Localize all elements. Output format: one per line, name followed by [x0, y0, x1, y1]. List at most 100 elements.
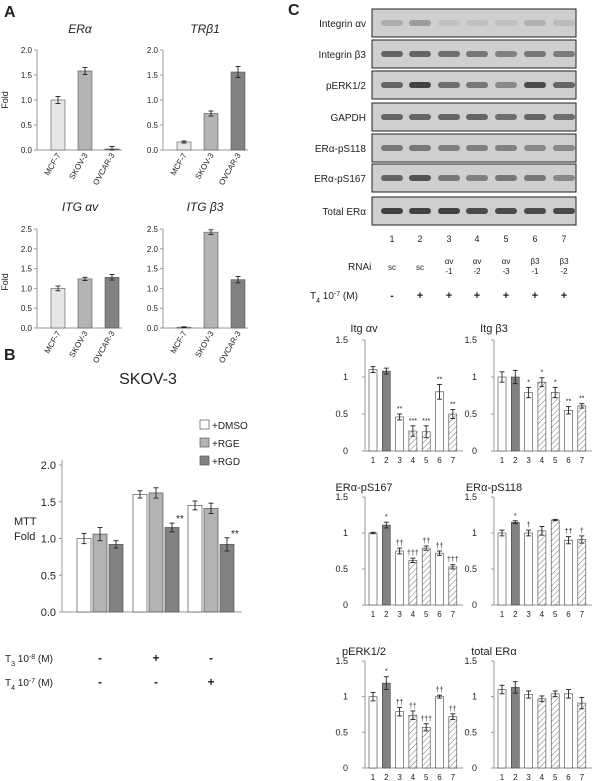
y-tick-label: 0.5	[147, 304, 159, 313]
bar	[510, 687, 520, 769]
y-tick-label: 0	[343, 446, 348, 456]
blot-band	[409, 175, 431, 181]
chart-a-4: ITG β3 0.0 0.5 1.0 1.5 2.0 2.5 MCF-7 SKOV-3 OVCAR…	[147, 200, 248, 365]
x-tick-label: 4	[411, 773, 416, 781]
treatment-label: T4 10-7 (M)	[5, 678, 53, 692]
blot-band	[381, 82, 403, 88]
y-tick-label: 1.5	[21, 71, 33, 80]
blot-band	[409, 20, 431, 26]
legend-label: +RGE	[212, 439, 240, 450]
x-tick-label: 2	[513, 773, 518, 781]
blot-row-label: Total ERα	[322, 207, 366, 218]
y-tick-label: 1.5	[335, 656, 348, 666]
x-tick-label: 7	[451, 456, 456, 465]
x-tick-label: OVCAR-3	[91, 329, 117, 365]
x-tick-label: 2	[384, 610, 389, 619]
y-tick-label: 0.5	[21, 121, 33, 130]
blot-band	[438, 51, 460, 57]
y-tick-label: 0	[472, 600, 477, 610]
x-tick-label: 3	[526, 610, 531, 619]
blot-band	[495, 51, 517, 57]
x-tick-label: 1	[371, 610, 376, 619]
bar	[421, 547, 431, 606]
x-tick-label: 7	[580, 456, 585, 465]
bar	[148, 492, 164, 613]
x-tick-label: SKOV-3	[193, 151, 216, 181]
bar	[564, 409, 573, 452]
lane-number: 6	[532, 234, 537, 244]
chart-title: SKOV-3	[119, 371, 177, 388]
x-tick-label: 2	[384, 456, 389, 465]
significance-label: †††	[420, 716, 432, 723]
significance-label: *	[541, 370, 544, 377]
legend-label: +DMSO	[212, 421, 248, 432]
bar	[537, 381, 547, 452]
blot-band	[381, 20, 403, 26]
x-tick-label: 3	[397, 610, 402, 619]
blot-band	[466, 82, 488, 88]
rnai-value: -3	[502, 267, 510, 276]
x-tick-label: SKOV-3	[67, 329, 90, 359]
blot-band	[553, 114, 575, 120]
rnai-label: RNAi	[348, 262, 371, 273]
significance-label: **	[450, 402, 456, 409]
bar	[164, 527, 180, 613]
x-tick-label: OVCAR-3	[217, 151, 243, 187]
y-tick-label: 0.0	[21, 146, 33, 155]
blot-band	[409, 82, 431, 88]
bar	[435, 391, 444, 452]
t4-mark: +	[474, 290, 480, 302]
bar	[448, 716, 458, 769]
y-tick-label: 0.5	[21, 304, 33, 313]
rnai-value: αv	[502, 257, 511, 266]
bar	[524, 694, 533, 769]
x-tick-label: OVCAR-3	[217, 329, 243, 365]
blot-band	[524, 114, 546, 120]
bar	[395, 416, 404, 452]
y-tick-label: 2.5	[147, 225, 159, 234]
chart-title: pERK1/2	[342, 646, 386, 658]
chart-title: Itg αv	[350, 323, 378, 335]
rnai-value: sc	[416, 263, 424, 272]
x-tick-label: 4	[540, 773, 545, 781]
blot-band	[495, 208, 517, 214]
y-tick-label: 1.5	[41, 497, 56, 509]
x-tick-label: 5	[424, 610, 429, 619]
y-tick-label: 0.0	[21, 324, 33, 333]
y-tick-label: 0.5	[464, 409, 477, 419]
bar	[448, 413, 458, 452]
blot-band	[438, 114, 460, 120]
bar	[537, 698, 547, 769]
y-tick-label: 0.0	[147, 146, 159, 155]
blot-band	[524, 51, 546, 57]
x-tick-label: 7	[451, 773, 456, 781]
significance-label: **	[176, 514, 184, 525]
y-tick-label: 0.5	[464, 727, 477, 737]
x-tick-label: 4	[540, 456, 545, 465]
legend-label: +RGD	[212, 457, 240, 468]
significance-label: **	[579, 396, 585, 403]
blot-band	[438, 82, 460, 88]
chart-a-2: TRβ1 0.0 0.5 1.0 1.5 2.0 MCF-7 SKOV-3 OVCAR-3	[147, 22, 248, 187]
significance-label: †††	[407, 550, 419, 557]
legend-swatch	[199, 455, 210, 466]
y-tick-label: 1	[343, 372, 348, 382]
blot-band	[409, 114, 431, 120]
bar	[219, 544, 235, 613]
t4-mark: +	[561, 290, 567, 302]
y-tick-label: 1.0	[41, 534, 56, 546]
blot-band	[553, 51, 575, 57]
x-tick-label: 1	[500, 456, 505, 465]
y-tick-label: 1.0	[21, 284, 33, 293]
x-tick-label: 1	[500, 610, 505, 619]
significance-label: ††	[436, 543, 444, 550]
lane-number: 4	[474, 234, 479, 244]
legend-swatch	[199, 419, 210, 430]
blot-band	[381, 175, 403, 181]
rnai-value: αv	[473, 257, 482, 266]
t4-mark: +	[446, 290, 452, 302]
significance-label: ***	[422, 418, 430, 425]
x-tick-label: 5	[424, 773, 429, 781]
